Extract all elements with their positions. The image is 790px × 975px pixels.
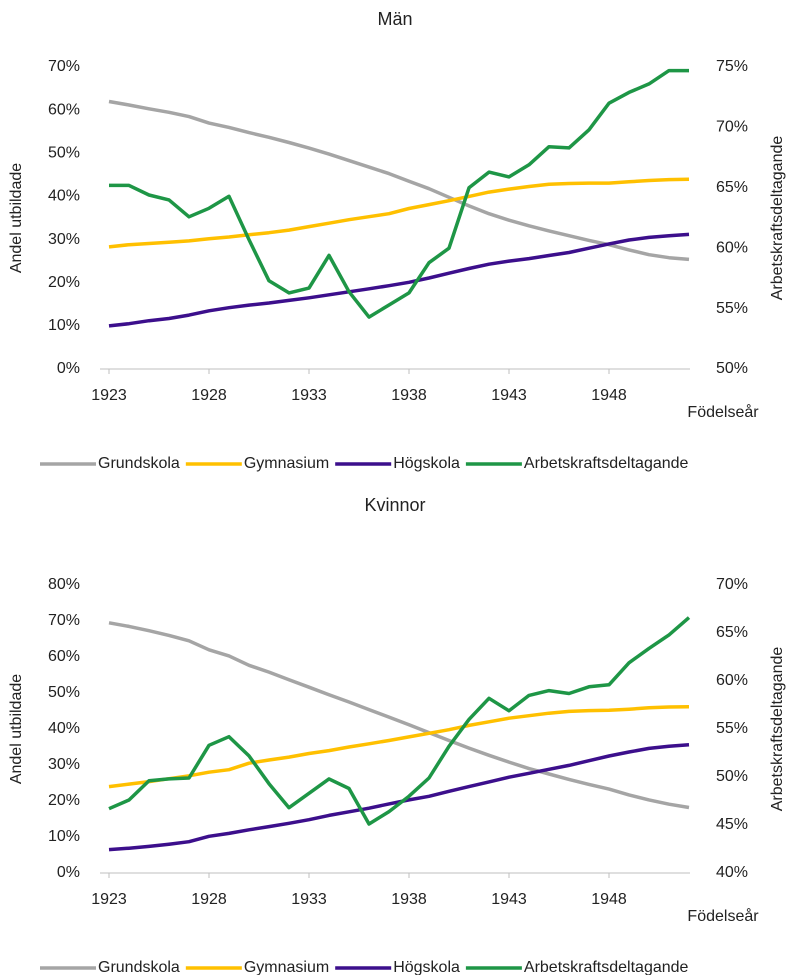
x-tick-label: 1928 bbox=[191, 387, 227, 404]
y2-tick-label: 50% bbox=[716, 768, 748, 785]
x-axis-title: Födelseår bbox=[687, 403, 759, 421]
legend-label: Högskola bbox=[393, 455, 460, 472]
y2-axis-title: Arbetskraftsdeltagande bbox=[769, 647, 786, 812]
y-tick-label: 10% bbox=[48, 828, 80, 845]
series-line bbox=[108, 616, 691, 826]
x-tick-label: 1933 bbox=[291, 891, 327, 908]
y-axis-title: Andel utbildade bbox=[8, 674, 25, 784]
y2-tick-label: 45% bbox=[716, 816, 748, 833]
y-tick-label: 60% bbox=[48, 101, 80, 118]
y2-axis-title: Arbetskraftsdeltagande bbox=[769, 136, 786, 301]
y2-tick-label: 70% bbox=[716, 576, 748, 593]
series-line bbox=[108, 704, 690, 789]
y2-tick-label: 60% bbox=[716, 672, 748, 689]
x-tick-label: 1928 bbox=[191, 891, 227, 908]
x-tick-label: 1923 bbox=[91, 891, 127, 908]
y-tick-label: 60% bbox=[48, 648, 80, 665]
x-tick-label: 1923 bbox=[91, 387, 127, 404]
x-tick-label: 1948 bbox=[591, 891, 627, 908]
y-tick-label: 80% bbox=[48, 576, 80, 593]
y-tick-label: 70% bbox=[48, 58, 80, 75]
series-line bbox=[108, 99, 690, 262]
y-tick-label: 0% bbox=[57, 360, 80, 377]
x-axis-title: Födelseår bbox=[687, 907, 759, 925]
legend-label: Arbetskraftsdeltagande bbox=[524, 455, 689, 472]
y2-tick-label: 50% bbox=[716, 360, 748, 377]
y-tick-label: 50% bbox=[48, 145, 80, 162]
y-axis-title: Andel utbildade bbox=[8, 163, 25, 273]
x-tick-label: 1943 bbox=[491, 891, 527, 908]
legend-label: Grundskola bbox=[98, 455, 180, 472]
series-line bbox=[108, 177, 690, 249]
x-tick-label: 1948 bbox=[591, 387, 627, 404]
y-tick-label: 30% bbox=[48, 231, 80, 248]
y-tick-label: 40% bbox=[48, 188, 80, 205]
y2-tick-label: 75% bbox=[716, 58, 748, 75]
series-line bbox=[108, 621, 690, 810]
x-tick-label: 1943 bbox=[491, 387, 527, 404]
y2-tick-label: 55% bbox=[716, 300, 748, 317]
y2-tick-label: 70% bbox=[716, 119, 748, 136]
legend-label: Gymnasium bbox=[244, 455, 329, 472]
x-tick-label: 1938 bbox=[391, 387, 427, 404]
chart-title: Kvinnor bbox=[364, 495, 425, 515]
series-line bbox=[108, 743, 690, 852]
y-tick-label: 40% bbox=[48, 720, 80, 737]
y-tick-label: 70% bbox=[48, 612, 80, 629]
y2-tick-label: 40% bbox=[716, 864, 748, 881]
y-tick-label: 20% bbox=[48, 274, 80, 291]
y-tick-label: 20% bbox=[48, 792, 80, 809]
series-line bbox=[108, 232, 690, 328]
legend-label: Högskola bbox=[393, 959, 460, 975]
y-tick-label: 0% bbox=[57, 864, 80, 881]
chart-title: Män bbox=[377, 9, 412, 29]
y2-tick-label: 55% bbox=[716, 720, 748, 737]
legend-label: Gymnasium bbox=[244, 959, 329, 975]
y-tick-label: 10% bbox=[48, 317, 80, 334]
y2-tick-label: 65% bbox=[716, 179, 748, 196]
series-line bbox=[109, 68, 689, 319]
y-tick-label: 30% bbox=[48, 756, 80, 773]
y2-tick-label: 65% bbox=[716, 624, 748, 641]
x-tick-label: 1938 bbox=[391, 891, 427, 908]
legend-label: Arbetskraftsdeltagande bbox=[524, 959, 689, 975]
legend-label: Grundskola bbox=[98, 959, 180, 975]
x-tick-label: 1933 bbox=[291, 387, 327, 404]
y-tick-label: 50% bbox=[48, 684, 80, 701]
y2-tick-label: 60% bbox=[716, 239, 748, 256]
